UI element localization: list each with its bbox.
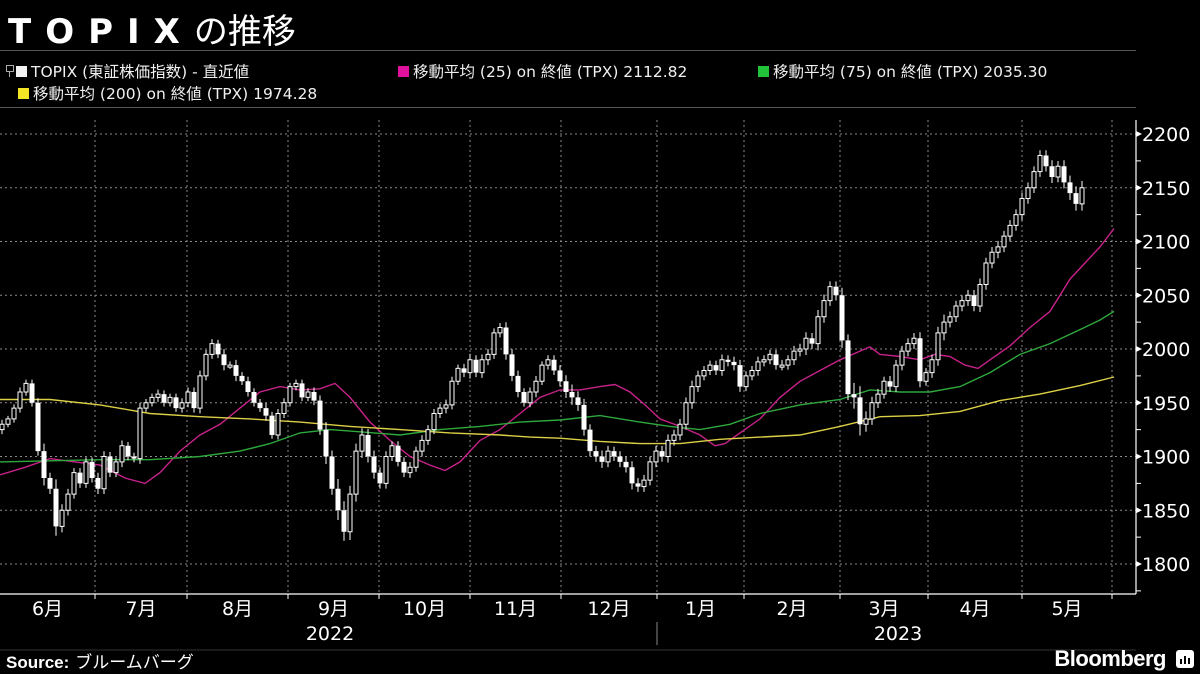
legend-divider <box>0 107 1136 108</box>
y-axis-label: 2150 <box>1142 178 1190 200</box>
source-value: ブルームバーグ <box>75 653 194 673</box>
y-axis-label: 2050 <box>1142 285 1190 307</box>
legend-swatch-magenta <box>398 65 409 77</box>
x-axis-month-label: 4月 <box>959 598 990 620</box>
legend-label-ma200: 移動平均 (200) on 終値 (TPX) 1974.28 <box>33 85 318 103</box>
legend-swatch-white <box>16 65 27 77</box>
y-axis-label: 2200 <box>1142 124 1190 146</box>
source-note: Source: ブルームバーグ <box>6 648 194 673</box>
x-axis-month-label: 6月 <box>32 598 63 620</box>
pin-icon[interactable] <box>6 65 14 77</box>
moving-average-line <box>0 228 1115 485</box>
legend-label-ma25: 移動平均 (25) on 終値 (TPX) 2112.82 <box>413 63 688 81</box>
x-axis-month-label: 7月 <box>125 598 156 620</box>
x-axis-month-label: 2月 <box>776 598 807 620</box>
legend-item-topix[interactable]: TOPIX (東証株価指数) - 直近値 <box>6 60 249 82</box>
x-axis-month-label: 12月 <box>587 598 630 620</box>
y-axis-label: 2100 <box>1142 232 1190 254</box>
x-axis-month-label: 8月 <box>222 598 253 620</box>
x-axis-month-label: 5月 <box>1051 598 1082 620</box>
x-axis-month-label: 11月 <box>494 598 537 620</box>
bloomberg-chart-icon <box>1176 650 1194 668</box>
moving-average-line <box>0 310 1115 463</box>
y-axis-label: 1850 <box>1142 500 1190 522</box>
legend-item-ma25[interactable]: 移動平均 (25) on 終値 (TPX) 2112.82 <box>398 60 687 82</box>
legend-item-ma200[interactable]: 移動平均 (200) on 終値 (TPX) 1974.28 <box>18 82 317 104</box>
moving-average-line <box>0 376 1115 445</box>
chart-title: TOPIXの推移 <box>8 4 296 53</box>
title-divider <box>0 50 1136 51</box>
legend-label-ma75: 移動平均 (75) on 終値 (TPX) 2035.30 <box>773 63 1048 81</box>
y-axis-label: 1950 <box>1142 393 1190 415</box>
x-axis-year-label: 2022 <box>306 623 354 645</box>
legend-swatch-green <box>758 65 769 77</box>
bloomberg-logo: Bloomberg <box>1054 646 1166 671</box>
y-axis-label: 1800 <box>1142 554 1190 576</box>
title-latin: TOPIX <box>8 12 194 52</box>
legend-label-topix: TOPIX (東証株価指数) - 直近値 <box>31 63 250 81</box>
legend-swatch-yellow <box>18 87 29 99</box>
y-axis-label: 1900 <box>1142 447 1190 469</box>
x-axis-month-label: 10月 <box>403 598 446 620</box>
x-axis-month-label: 9月 <box>318 598 349 620</box>
y-axis-label: 2000 <box>1142 339 1190 361</box>
x-axis-month-label: 1月 <box>685 598 716 620</box>
title-japanese: の推移 <box>193 12 296 52</box>
x-axis-month-label: 3月 <box>868 598 899 620</box>
x-axis-year-label: 2023 <box>874 623 922 645</box>
legend-item-ma75[interactable]: 移動平均 (75) on 終値 (TPX) 2035.30 <box>758 60 1047 82</box>
source-label: Source: <box>6 653 70 672</box>
